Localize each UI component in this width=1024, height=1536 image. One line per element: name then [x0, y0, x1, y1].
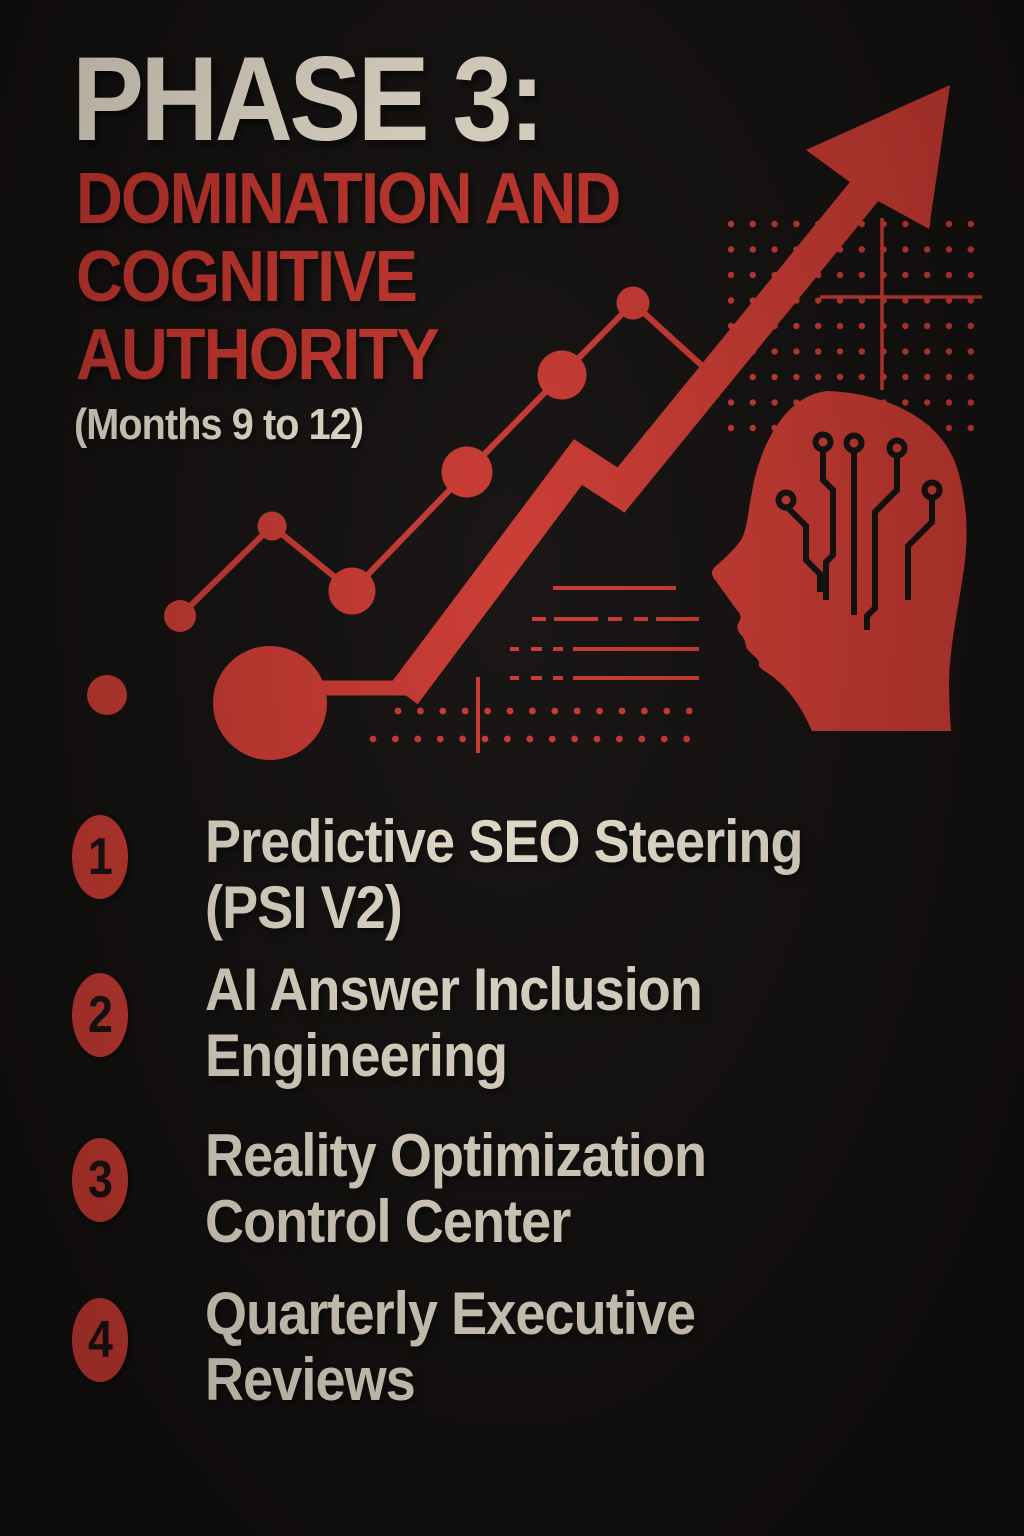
item-4-line-1: Quarterly Executive	[205, 1280, 696, 1347]
item-3-line-1: Reality Optimization	[205, 1122, 707, 1189]
trend-arrow-icon	[390, 85, 950, 705]
item-3-badge: 3	[72, 1138, 128, 1222]
crosshair-icon	[820, 218, 982, 390]
big-dot	[213, 646, 327, 760]
circuit-nodes	[775, 431, 943, 511]
item-4-badge: 4	[72, 1298, 128, 1382]
dashed-lines-decoration	[476, 586, 699, 753]
item-1-line-1: Predictive SEO Steering	[205, 808, 803, 875]
line-chart-icon	[87, 286, 713, 760]
item-3-line-2: Control Center	[205, 1188, 571, 1255]
dot-accent	[87, 675, 127, 715]
item-2-line-1: AI Answer Inclusion	[205, 956, 703, 1023]
timeframe: (Months 9 to 12)	[74, 400, 364, 449]
item-2-badge: 2	[72, 973, 128, 1057]
item-2-line-2: Engineering	[205, 1022, 508, 1089]
item-4-label: Quarterly Executive Reviews	[205, 1280, 696, 1413]
head-circuit-icon	[711, 391, 967, 731]
item-3-label: Reality Optimization Control Center	[205, 1122, 707, 1255]
page-title: PHASE 3:	[72, 32, 545, 166]
subtitle-line-1: DOMINATION AND	[76, 159, 621, 239]
item-1-label: Predictive SEO Steering (PSI V2)	[205, 809, 803, 941]
item-4-line-2: Reviews	[205, 1346, 416, 1413]
item-1-badge: 1	[72, 815, 128, 899]
subtitle-line-2: COGNITIVE	[76, 237, 418, 317]
item-2-label: AI Answer Inclusion Engineering	[205, 956, 703, 1089]
dot-rows-decoration	[394, 707, 693, 715]
item-1-line-2: (PSI V2)	[205, 874, 403, 941]
dot-rows-decoration	[369, 735, 690, 743]
trend-graphic	[87, 85, 982, 760]
subtitle-line-3: AUTHORITY	[76, 315, 440, 395]
